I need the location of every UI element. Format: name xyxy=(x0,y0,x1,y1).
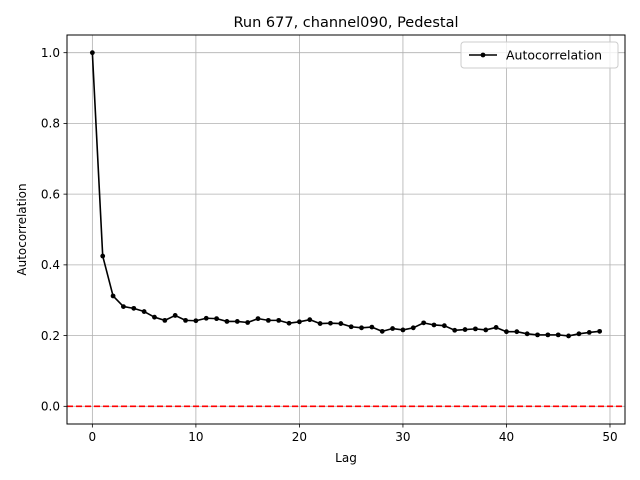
data-point xyxy=(307,317,313,323)
x-tick-label: 20 xyxy=(292,430,307,444)
x-tick-label: 30 xyxy=(395,430,410,444)
data-point xyxy=(203,315,209,321)
legend-label: Autocorrelation xyxy=(506,48,602,63)
data-point xyxy=(421,320,427,326)
x-tick-label: 40 xyxy=(499,430,514,444)
data-point xyxy=(100,253,106,259)
series-group xyxy=(89,50,603,339)
x-axis: 0 10 20 30 40 50 xyxy=(89,424,618,444)
legend: Autocorrelation xyxy=(460,41,619,69)
y-tick-label: 0.4 xyxy=(41,258,60,272)
data-point xyxy=(483,327,489,333)
data-point xyxy=(597,328,603,334)
data-point xyxy=(121,304,126,309)
data-point xyxy=(524,331,530,337)
data-point xyxy=(224,319,230,324)
data-point xyxy=(214,316,219,322)
data-point xyxy=(193,318,199,324)
data-point xyxy=(183,317,188,323)
data-point xyxy=(452,327,458,333)
plot-area xyxy=(67,35,625,424)
data-point xyxy=(317,321,323,326)
x-tick-label: 10 xyxy=(188,430,203,444)
data-point xyxy=(555,332,561,338)
data-point xyxy=(400,327,406,333)
data-point xyxy=(586,330,592,335)
chart-title: Run 677, channel090, Pedestal xyxy=(233,15,458,31)
x-tick-label: 0 xyxy=(89,430,97,444)
data-point xyxy=(431,322,437,328)
data-point xyxy=(369,324,375,330)
data-point xyxy=(245,320,251,325)
data-point xyxy=(504,329,509,335)
x-tick-label: 50 xyxy=(602,430,617,444)
data-point xyxy=(566,333,571,339)
y-axis: 0.0 0.2 0.4 0.6 0.8 1.0 xyxy=(41,46,67,414)
grid xyxy=(67,35,625,424)
plot-frame xyxy=(66,34,626,425)
data-point xyxy=(493,325,499,330)
data-point xyxy=(286,320,292,326)
legend-box xyxy=(460,41,619,69)
data-point xyxy=(514,329,520,335)
data-point xyxy=(141,309,147,314)
data-point xyxy=(89,50,95,56)
data-point xyxy=(473,326,478,332)
data-point xyxy=(441,323,447,329)
data-point xyxy=(338,321,344,326)
data-point xyxy=(379,328,385,334)
y-tick-label: 0.2 xyxy=(41,329,60,343)
y-tick-label: 0.0 xyxy=(41,400,60,414)
data-point xyxy=(276,317,282,323)
y-axis-label: Autocorrelation xyxy=(15,183,29,275)
data-point xyxy=(390,326,395,331)
y-tick-label: 0.8 xyxy=(41,117,60,131)
data-point xyxy=(297,319,302,325)
data-point xyxy=(234,319,240,324)
data-point xyxy=(328,320,333,326)
data-point xyxy=(131,305,137,311)
data-point xyxy=(348,324,354,330)
data-point xyxy=(576,331,582,337)
data-point xyxy=(535,332,540,338)
data-point xyxy=(265,317,271,323)
y-tick-label: 0.6 xyxy=(41,187,60,201)
data-point xyxy=(172,313,178,318)
data-point xyxy=(162,317,168,323)
data-point xyxy=(545,332,551,338)
data-point xyxy=(410,325,416,331)
data-point xyxy=(152,314,157,320)
y-tick-label: 1.0 xyxy=(41,46,60,60)
data-point xyxy=(359,325,364,331)
x-axis-label: Lag xyxy=(335,451,357,465)
data-point xyxy=(462,327,468,332)
data-point xyxy=(255,316,261,322)
legend-marker-sample xyxy=(480,52,486,58)
data-point xyxy=(110,293,116,299)
